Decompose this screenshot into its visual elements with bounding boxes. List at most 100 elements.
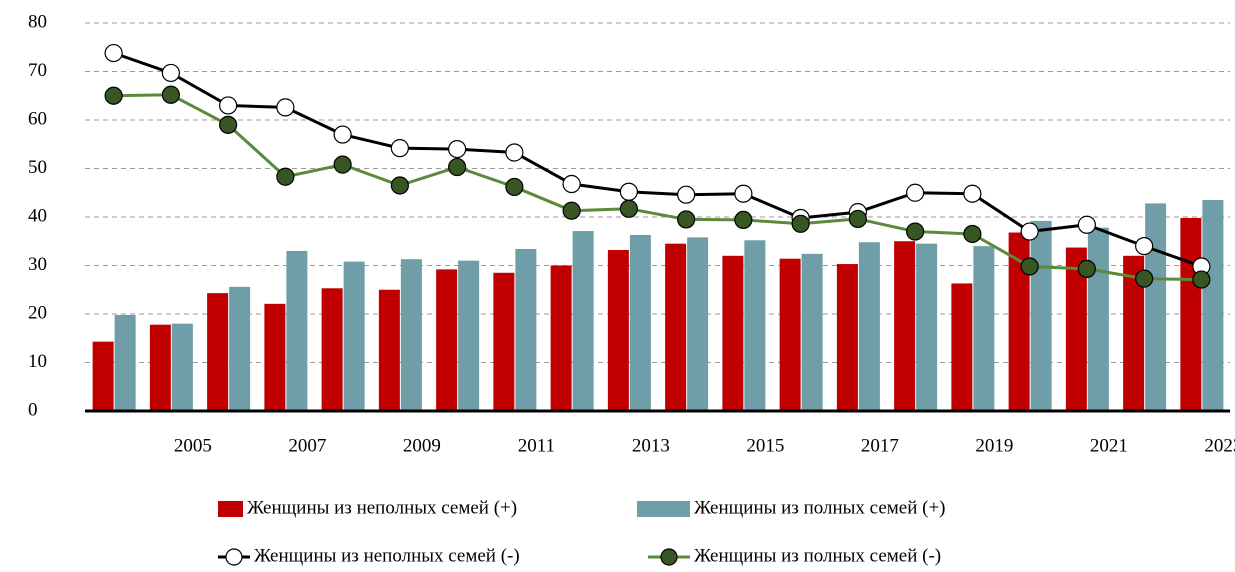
bar	[665, 243, 687, 411]
x-tick-label: 2009	[403, 435, 441, 456]
bar	[321, 288, 343, 411]
bar	[629, 234, 651, 411]
y-tick-label: 30	[28, 254, 47, 275]
y-tick-label: 80	[28, 11, 47, 32]
marker	[448, 140, 467, 159]
bar	[436, 269, 458, 411]
marker	[562, 174, 581, 194]
legend-label: Женщины из неполных семей (+)	[247, 497, 517, 518]
marker	[734, 184, 753, 203]
marker	[1192, 270, 1211, 289]
marker	[1020, 257, 1039, 276]
y-tick-label: 40	[28, 205, 47, 226]
marker	[562, 201, 581, 220]
marker	[390, 139, 409, 158]
bar	[1087, 227, 1109, 411]
bar	[973, 246, 995, 411]
bar	[286, 250, 308, 411]
bar	[400, 259, 422, 411]
marker	[1020, 222, 1039, 241]
bar	[171, 323, 193, 411]
bar	[858, 242, 880, 411]
legend-swatch	[218, 501, 243, 517]
x-tick-label: 2023	[1204, 435, 1235, 456]
marker	[333, 125, 352, 144]
bar	[607, 249, 629, 411]
bar	[207, 293, 229, 411]
line	[113, 51, 1202, 268]
marker	[505, 177, 524, 197]
marker	[619, 199, 638, 218]
bar	[229, 286, 251, 411]
legend-marker	[225, 548, 243, 566]
bar	[149, 324, 171, 411]
bar	[836, 264, 858, 411]
marker	[1135, 237, 1154, 256]
marker	[390, 176, 409, 195]
bar	[550, 265, 572, 411]
x-tick-label: 2021	[1090, 435, 1128, 456]
marker	[677, 185, 696, 204]
bar	[1180, 217, 1202, 411]
y-tick-label: 10	[28, 351, 47, 372]
bar	[493, 272, 515, 411]
bar	[1030, 220, 1052, 411]
x-tick-label: 2015	[746, 435, 784, 456]
marker	[734, 210, 753, 230]
x-tick-label: 2013	[632, 435, 670, 456]
marker	[1077, 215, 1096, 234]
bar	[687, 237, 709, 411]
marker	[906, 183, 925, 202]
marker	[963, 224, 982, 244]
marker	[161, 85, 180, 104]
marker	[219, 115, 238, 134]
bar	[1008, 232, 1030, 411]
marker	[219, 96, 238, 115]
bar	[744, 240, 766, 411]
bar	[458, 260, 480, 411]
bar	[1145, 203, 1167, 411]
bar	[1123, 255, 1145, 411]
marker	[104, 86, 123, 105]
bar	[951, 283, 973, 411]
x-tick-label: 2011	[518, 435, 555, 456]
bar	[343, 261, 365, 411]
line	[113, 93, 1202, 282]
marker	[677, 210, 696, 229]
marker	[1077, 259, 1096, 278]
bar	[779, 258, 801, 411]
marker	[848, 209, 867, 229]
y-tick-label: 70	[28, 60, 47, 81]
marker	[906, 222, 925, 241]
x-tick-label: 2019	[975, 435, 1013, 456]
bar	[264, 303, 286, 411]
marker	[619, 182, 638, 201]
marker	[963, 184, 982, 203]
marker	[104, 43, 123, 63]
legend-label: Женщины из полных семей (-)	[694, 545, 941, 566]
y-tick-label: 20	[28, 302, 47, 323]
marker	[161, 63, 180, 83]
marker	[448, 157, 467, 177]
y-tick-label: 0	[28, 399, 38, 420]
legend-label: Женщины из полных семей (+)	[694, 497, 946, 518]
x-tick-label: 2007	[288, 435, 326, 456]
legend-swatch	[637, 501, 690, 517]
legend-label: Женщины из неполных семей (-)	[254, 545, 520, 566]
marker	[505, 143, 524, 162]
bar	[916, 243, 938, 411]
x-tick-label: 2017	[861, 435, 899, 456]
bar	[515, 249, 537, 411]
y-tick-label: 50	[28, 157, 47, 178]
bar	[1065, 247, 1087, 411]
legend-marker	[660, 548, 678, 566]
y-tick-label: 60	[28, 108, 47, 129]
marker	[276, 98, 295, 117]
bar	[894, 241, 916, 411]
marker	[791, 214, 810, 233]
bar	[92, 341, 114, 411]
bar	[801, 253, 823, 411]
bar	[1202, 200, 1224, 411]
marker	[276, 167, 295, 186]
